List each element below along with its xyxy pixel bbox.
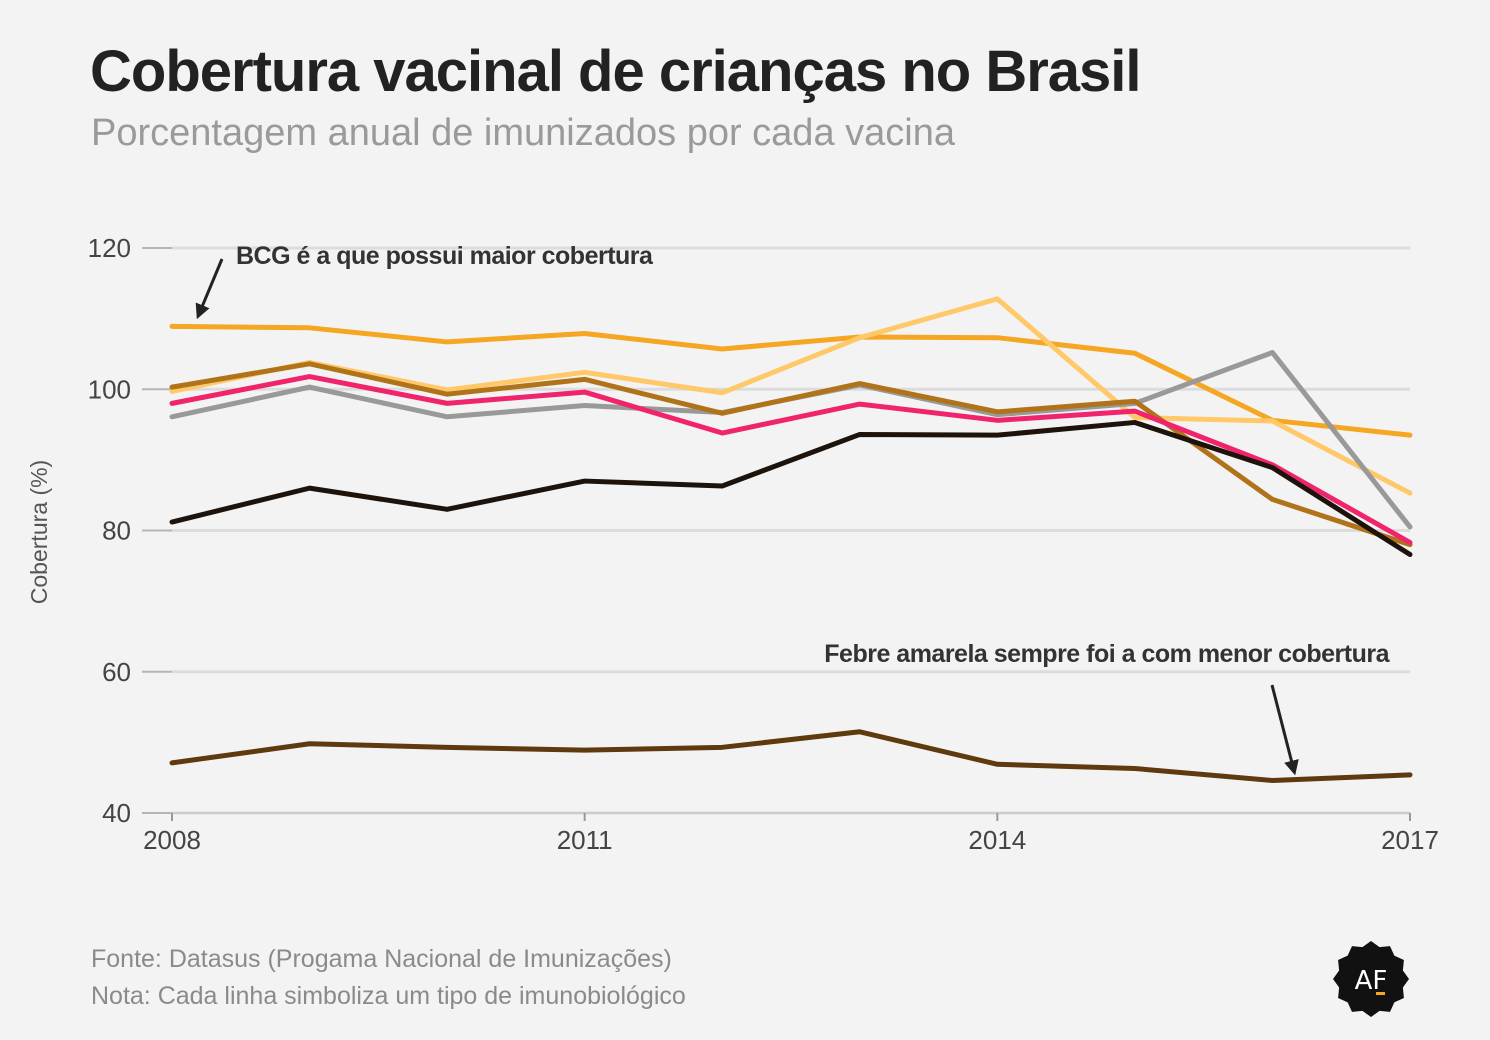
x-axis: 2008 2011 2014 2017 — [143, 812, 1439, 855]
series-line-5 — [169, 374, 1413, 546]
logo-accent — [1376, 992, 1385, 995]
annotation-bcg: BCG é a que possui maior cobertura — [236, 242, 654, 270]
x-tick-label: 2014 — [968, 825, 1026, 855]
y-tick-label: 80 — [102, 516, 131, 546]
annotation-arrow-febre-amarela — [1270, 684, 1299, 776]
y-tick-label: 100 — [88, 374, 131, 404]
x-tick-label: 2011 — [557, 825, 613, 855]
x-tick-label: 2008 — [143, 825, 201, 855]
y-axis-label: Cobertura (%) — [26, 460, 52, 604]
chart-subtitle: Porcentagem anual de imunizados por cada… — [91, 112, 955, 154]
series-lines — [169, 296, 1413, 784]
logo-text: AF — [1355, 966, 1388, 996]
logo-badge — [1333, 941, 1409, 1017]
y-tick-label: 120 — [88, 233, 131, 263]
series-line-7 — [169, 729, 1413, 784]
series-line-6 — [169, 419, 1413, 558]
footnote: Nota: Cada linha simboliza um tipo de im… — [91, 982, 686, 1010]
chart-title: Cobertura vacinal de crianças no Brasil — [90, 39, 1142, 104]
af-logo: AF — [1333, 941, 1409, 1017]
annotations: BCG é a que possui maior cobertura Febre … — [195, 242, 1391, 776]
y-tick-label: 60 — [102, 657, 131, 687]
series-line-1 — [169, 323, 1413, 438]
series-line-4 — [169, 361, 1413, 548]
annotation-arrow-bcg — [195, 258, 224, 320]
x-tick-label: 2017 — [1381, 825, 1439, 855]
annotation-febre-amarela: Febre amarela sempre foi a com menor cob… — [824, 640, 1390, 668]
y-tick-label: 40 — [102, 798, 131, 828]
source-note: Fonte: Datasus (Progama Nacional de Imun… — [91, 945, 672, 973]
series-line-2 — [169, 296, 1413, 496]
series-line-3 — [169, 350, 1413, 530]
y-axis-ticks: 40 60 80 100 120 — [88, 233, 172, 828]
